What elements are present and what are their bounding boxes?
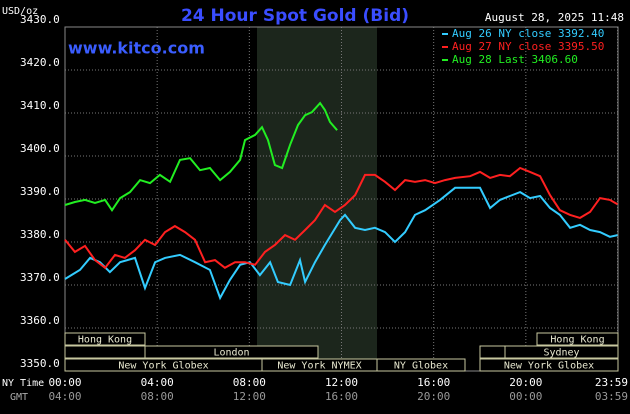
x2-tick-label: 03:59 <box>595 390 628 403</box>
session-label: London <box>213 348 249 359</box>
x-tick-label: 20:00 <box>509 376 542 389</box>
session-box <box>504 345 619 359</box>
legend-entry: Aug 27 NY close 3395.50 <box>452 40 604 53</box>
session-label: Sydney <box>543 348 579 359</box>
x-tick-label: 12:00 <box>325 376 358 389</box>
y-tick-label: 3380.0 <box>20 228 60 241</box>
x-tick-label: 23:59 <box>595 376 628 389</box>
price-line <box>64 166 618 270</box>
session-label: NY Globex <box>394 361 448 372</box>
price-line <box>64 186 618 301</box>
y-axis-label: USD/oz <box>2 6 38 17</box>
price-line <box>64 101 338 212</box>
watermark: www.kitco.com <box>68 39 205 58</box>
x2-tick-label: 20:00 <box>417 390 450 403</box>
session-label: New York Globex <box>118 361 208 372</box>
session-box <box>479 358 619 372</box>
session-label: Hong Kong <box>78 335 132 346</box>
session-box <box>479 345 506 359</box>
session-box <box>144 345 319 359</box>
x-tick-label: 00:00 <box>48 376 81 389</box>
chart-title: 24 Hour Spot Gold (Bid) <box>181 6 409 26</box>
x2-tick-label: 12:00 <box>233 390 266 403</box>
legend-entry: Aug 26 NY close 3392.40 <box>452 27 604 40</box>
session-label: New York NYMEX <box>277 361 361 372</box>
x-axis-label: NY Time <box>2 378 44 389</box>
y-tick-label: 3360.0 <box>20 314 60 327</box>
session-label: New York Globex <box>504 361 594 372</box>
legend-entry: Aug 28 Last 3406.60 <box>452 53 578 66</box>
x2-tick-label: 00:00 <box>509 390 542 403</box>
session-box <box>64 345 146 359</box>
y-tick-label: 3370.0 <box>20 271 60 284</box>
y-tick-label: 3400.0 <box>20 142 60 155</box>
x2-tick-label: 04:00 <box>48 390 81 403</box>
x2-tick-label: 16:00 <box>325 390 358 403</box>
y-tick-label: 3350.0 <box>20 357 60 370</box>
x-tick-label: 04:00 <box>141 376 174 389</box>
session-label: Hong Kong <box>550 335 604 346</box>
y-tick-label: 3420.0 <box>20 56 60 69</box>
session-box <box>64 332 146 346</box>
y-tick-label: 3390.0 <box>20 185 60 198</box>
session-box <box>376 358 466 372</box>
session-box <box>536 332 619 346</box>
x-tick-label: 16:00 <box>417 376 450 389</box>
y-tick-label: 3430.0 <box>20 13 60 26</box>
x-tick-label: 08:00 <box>233 376 266 389</box>
y-tick-label: 3410.0 <box>20 99 60 112</box>
timestamp: August 28, 2025 11:48 <box>485 11 624 24</box>
x2-axis-label: GMT <box>10 392 28 403</box>
x2-tick-label: 08:00 <box>141 390 174 403</box>
